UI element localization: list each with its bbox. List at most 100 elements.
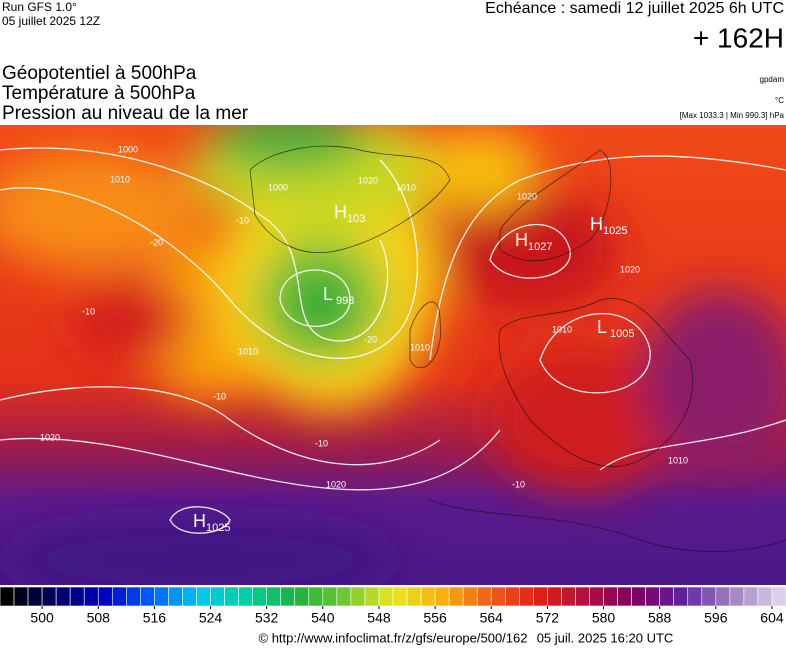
colorbar-swatch <box>673 586 689 607</box>
colorbar-swatch <box>420 586 436 607</box>
contour-label: 1000 <box>268 182 288 192</box>
colorbar-swatch <box>462 586 478 607</box>
title: Géopotentiel à 500hPa <box>2 63 197 84</box>
contour-label: 1020 <box>326 479 346 489</box>
colorbar-swatch <box>771 586 786 607</box>
colorbar-swatch <box>519 586 534 607</box>
center-symbol: H <box>515 230 528 250</box>
contour-label: 1010 <box>668 455 688 465</box>
source-url: © http://www.infoclimat.fr/z/gfs/europe/… <box>259 630 528 645</box>
colorbar-label: 572 <box>536 610 560 626</box>
colorbar-swatch <box>266 586 282 607</box>
colorbar-swatch <box>561 586 576 607</box>
center-value: 1027 <box>528 241 552 253</box>
colorbar-swatch <box>97 586 113 607</box>
contour-label: -10 <box>82 306 95 316</box>
colorbar-swatch <box>364 586 380 607</box>
colorbar-swatch <box>659 586 675 607</box>
colorbar-swatch <box>252 586 267 607</box>
contour-label: -10 <box>236 215 249 225</box>
colorbar-swatch <box>238 586 253 607</box>
colorbar-swatch <box>140 586 155 607</box>
colorbar-swatch <box>322 586 338 607</box>
lead-time: + 162H <box>693 22 784 53</box>
colorbar-swatch <box>589 586 604 607</box>
colorbar-label: 596 <box>704 610 728 626</box>
center-value: 103 <box>347 213 365 225</box>
colorbar-label: 564 <box>480 610 504 626</box>
center-symbol: L <box>597 317 607 337</box>
colorbar-label: 532 <box>255 610 279 626</box>
colorbar-swatch <box>350 586 366 607</box>
colorbar-label: 548 <box>367 610 391 626</box>
colorbar-swatch <box>0 586 15 607</box>
contour-label: 1010 <box>238 346 258 356</box>
valid-time: Echéance : samedi 12 juillet 2025 6h UTC <box>485 0 784 17</box>
contour-label: -10 <box>512 479 525 489</box>
center-value: 1025 <box>206 522 230 534</box>
contour-label: 1010 <box>410 342 430 352</box>
contour-label: 1020 <box>517 191 537 201</box>
colorbar-swatch <box>224 586 239 607</box>
contour-label: -20 <box>150 237 163 247</box>
center-value: 1005 <box>610 328 634 340</box>
contour-label: 1020 <box>620 264 640 274</box>
colorbar-label: 604 <box>760 610 784 626</box>
center-symbol: L <box>323 284 333 304</box>
colorbar-swatch <box>434 586 450 607</box>
colorbar-swatch <box>27 586 43 607</box>
colorbar-label: 500 <box>30 610 54 626</box>
colorbar-swatch <box>41 586 57 607</box>
colorbar-swatch <box>336 586 352 607</box>
colorbar-swatch <box>392 586 408 607</box>
colorbar-swatch <box>547 586 562 607</box>
colorbar-swatch <box>603 586 618 607</box>
colorbar-label: 524 <box>199 610 223 626</box>
center-symbol: H <box>590 214 603 234</box>
timestamp: 05 juil. 2025 16:20 UTC <box>537 630 674 645</box>
colorbar-swatch <box>617 586 632 607</box>
center-value: 998 <box>336 295 354 307</box>
colorbar-swatch <box>154 586 169 607</box>
colorbar-swatch <box>126 586 141 607</box>
colorbar-swatch <box>757 586 773 607</box>
colorbar-swatch <box>645 586 660 607</box>
colorbar-swatch <box>83 586 99 607</box>
colorbar-swatch <box>687 586 703 607</box>
unit: °C <box>775 96 784 105</box>
contour-label: 1010 <box>552 324 572 334</box>
colorbar-swatch <box>448 586 464 607</box>
colorbar-swatch <box>533 586 548 607</box>
colorbar-swatch <box>168 586 183 607</box>
colorbar-swatch <box>294 586 310 607</box>
unit: [Max 1033.3 | Min 990.3] hPa <box>680 111 785 120</box>
contour-label: -20 <box>364 334 377 344</box>
colorbar-swatch <box>490 586 506 607</box>
colorbar-swatch <box>476 586 492 607</box>
title: Pression au niveau de la mer <box>2 103 249 124</box>
colorbar-swatch <box>196 586 211 607</box>
run-date: 05 juillet 2025 12Z <box>2 14 100 28</box>
run-label: Run GFS 1.0° <box>2 0 77 14</box>
contour-label: 1020 <box>40 432 60 442</box>
contour-label: -10 <box>213 391 226 401</box>
colorbar-swatch <box>111 586 127 607</box>
colorbar-swatch <box>55 586 71 607</box>
contour-label: -10 <box>315 438 328 448</box>
contour-label: 1020 <box>358 175 378 185</box>
colorbar-swatch <box>280 586 296 607</box>
colorbar-swatch <box>631 586 646 607</box>
colorbar-label: 508 <box>87 610 111 626</box>
colorbar-swatch <box>378 586 394 607</box>
colorbar-swatch <box>210 586 225 607</box>
colorbar-swatch <box>729 586 745 607</box>
contour-label: 1010 <box>396 182 416 192</box>
center-symbol: H <box>334 202 347 222</box>
center-value: 1025 <box>603 225 627 237</box>
title: Température à 500hPa <box>2 83 196 104</box>
colorbar-label: 540 <box>311 610 335 626</box>
colorbar-swatch <box>308 586 324 607</box>
colorbar-swatch <box>13 586 29 607</box>
